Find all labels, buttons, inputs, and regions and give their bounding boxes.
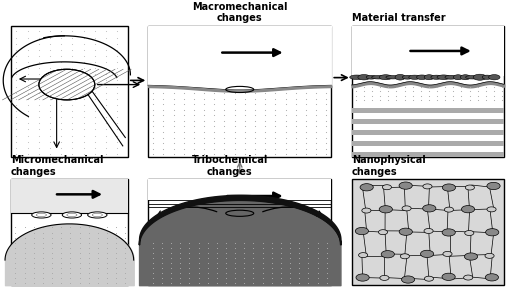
Circle shape: [423, 228, 432, 233]
Circle shape: [443, 207, 453, 212]
Text: Macromechanical
changes: Macromechanical changes: [191, 2, 287, 23]
Circle shape: [441, 273, 455, 280]
Circle shape: [463, 275, 472, 280]
Circle shape: [401, 276, 414, 283]
Ellipse shape: [453, 75, 462, 80]
Ellipse shape: [379, 75, 391, 80]
Bar: [351, 26, 503, 157]
Ellipse shape: [408, 75, 420, 79]
Circle shape: [441, 184, 455, 191]
Bar: [11, 179, 128, 285]
Ellipse shape: [430, 75, 441, 79]
Bar: [11, 26, 128, 157]
Ellipse shape: [394, 74, 405, 80]
Ellipse shape: [62, 212, 81, 218]
Ellipse shape: [357, 75, 370, 80]
Circle shape: [422, 184, 431, 189]
Circle shape: [485, 229, 498, 236]
Circle shape: [486, 207, 495, 212]
Ellipse shape: [472, 74, 486, 80]
Circle shape: [355, 274, 369, 281]
Circle shape: [378, 230, 387, 235]
Ellipse shape: [488, 75, 499, 80]
Circle shape: [379, 275, 388, 280]
Circle shape: [379, 206, 391, 213]
Bar: [351, 151, 503, 157]
Circle shape: [484, 274, 497, 281]
Bar: [351, 140, 503, 146]
Ellipse shape: [465, 75, 478, 79]
Circle shape: [399, 228, 412, 236]
Ellipse shape: [371, 75, 384, 79]
Circle shape: [461, 206, 474, 213]
Ellipse shape: [416, 75, 427, 80]
Circle shape: [484, 253, 493, 258]
Circle shape: [355, 228, 368, 235]
Circle shape: [400, 254, 409, 259]
Bar: [351, 108, 503, 113]
Bar: [351, 26, 503, 76]
Ellipse shape: [402, 75, 412, 79]
Ellipse shape: [444, 75, 456, 79]
Circle shape: [380, 251, 393, 258]
Ellipse shape: [460, 75, 469, 80]
Ellipse shape: [385, 75, 399, 79]
Circle shape: [464, 253, 477, 260]
Circle shape: [442, 252, 451, 256]
Circle shape: [358, 253, 367, 257]
Text: Micromechanical
changes: Micromechanical changes: [11, 155, 103, 176]
Ellipse shape: [32, 212, 51, 218]
Text: Material transfer: Material transfer: [351, 13, 444, 23]
Bar: [351, 119, 503, 124]
Bar: [11, 179, 128, 213]
Ellipse shape: [482, 75, 491, 79]
Circle shape: [39, 69, 95, 100]
Circle shape: [401, 206, 410, 211]
Circle shape: [359, 184, 373, 191]
Circle shape: [441, 229, 455, 236]
Ellipse shape: [436, 75, 449, 80]
Circle shape: [464, 230, 473, 236]
Circle shape: [423, 276, 433, 281]
Bar: [351, 179, 503, 285]
Text: Nanophysical
changes: Nanophysical changes: [351, 155, 425, 176]
Circle shape: [422, 205, 435, 212]
Circle shape: [486, 182, 499, 189]
Circle shape: [398, 182, 411, 189]
Bar: [148, 26, 331, 157]
Circle shape: [464, 185, 473, 190]
Bar: [148, 179, 331, 285]
Circle shape: [382, 185, 391, 190]
Circle shape: [419, 250, 433, 257]
Ellipse shape: [423, 75, 433, 80]
Bar: [148, 179, 331, 200]
Ellipse shape: [349, 75, 363, 79]
Circle shape: [361, 208, 370, 213]
Ellipse shape: [88, 212, 107, 218]
Text: Tribochemical
changes: Tribochemical changes: [191, 155, 267, 176]
Ellipse shape: [365, 75, 376, 79]
Bar: [351, 130, 503, 135]
